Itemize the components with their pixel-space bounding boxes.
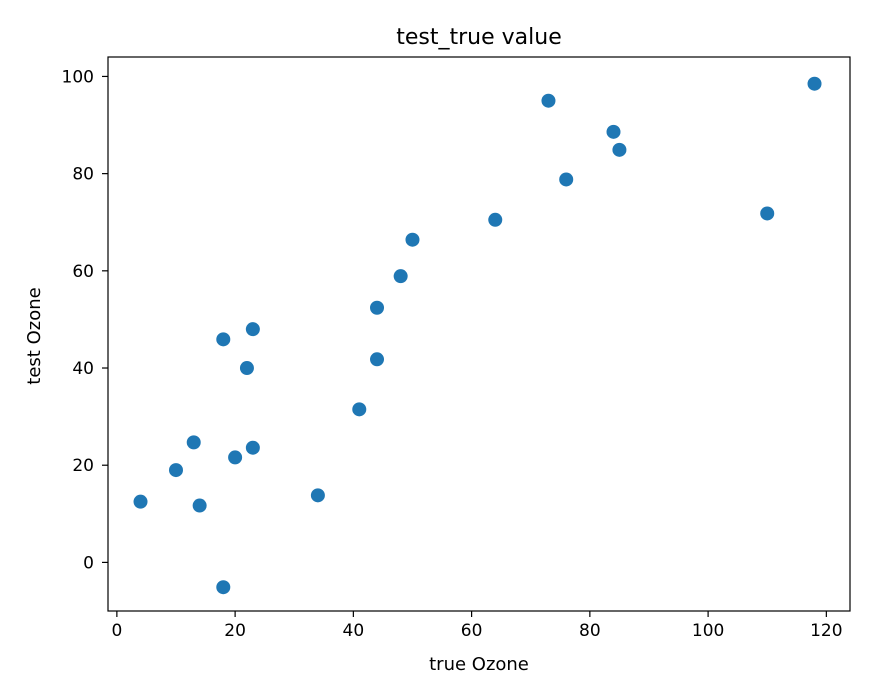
- y-tick-label: 20: [72, 456, 94, 476]
- data-point: [612, 142, 627, 157]
- data-point: [352, 402, 367, 417]
- data-point: [186, 435, 201, 450]
- data-point: [370, 352, 385, 367]
- data-point: [310, 488, 325, 503]
- data-point: [168, 463, 183, 478]
- data-point: [405, 232, 420, 247]
- data-point: [807, 76, 822, 91]
- x-tick-label: 40: [343, 621, 365, 641]
- data-point: [245, 322, 260, 337]
- x-axis-label: true Ozone: [429, 654, 529, 675]
- data-point: [488, 212, 503, 227]
- chart-title: test_true value: [396, 25, 561, 50]
- y-axis-label: test Ozone: [24, 287, 45, 384]
- y-tick-label: 100: [62, 67, 94, 87]
- x-tick-label: 60: [461, 621, 483, 641]
- y-tick-label: 0: [83, 553, 94, 573]
- data-point: [245, 440, 260, 455]
- x-tick-label: 20: [224, 621, 246, 641]
- y-tick-label: 40: [72, 359, 94, 379]
- data-point: [192, 498, 207, 513]
- x-tick-label: 100: [692, 621, 724, 641]
- x-tick-label: 80: [579, 621, 601, 641]
- y-tick-label: 80: [72, 165, 94, 185]
- axes-frame: [107, 56, 851, 612]
- data-point: [216, 332, 231, 347]
- data-points: [133, 76, 822, 595]
- data-point: [393, 269, 408, 284]
- plot-area: [107, 56, 851, 612]
- x-tick-label: 0: [111, 621, 122, 641]
- data-point: [228, 450, 243, 465]
- x-axis: 0 20 40 60 80 100 120: [111, 611, 843, 641]
- data-point: [559, 172, 574, 187]
- data-point: [760, 206, 775, 221]
- x-tick-label: 120: [810, 621, 842, 641]
- y-axis: 0 20 40 60 80 100: [62, 67, 108, 573]
- data-point: [239, 361, 254, 376]
- data-point: [370, 300, 385, 315]
- data-point: [133, 494, 148, 509]
- data-point: [541, 93, 556, 108]
- data-point: [606, 124, 621, 139]
- data-point: [216, 580, 231, 595]
- y-tick-label: 60: [72, 262, 94, 282]
